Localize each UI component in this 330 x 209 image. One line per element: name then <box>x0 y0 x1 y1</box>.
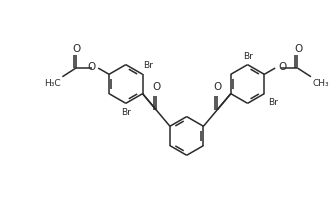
Text: Br: Br <box>244 52 253 61</box>
Text: O: O <box>213 82 221 92</box>
Text: Br: Br <box>121 108 131 117</box>
Text: Br: Br <box>268 98 278 107</box>
Text: O: O <box>294 43 303 54</box>
Text: CH₃: CH₃ <box>313 79 330 88</box>
Text: H₃C: H₃C <box>44 79 60 88</box>
Text: Br: Br <box>144 61 153 70</box>
Text: O: O <box>73 43 81 54</box>
Text: O: O <box>152 82 160 92</box>
Text: O: O <box>278 62 286 72</box>
Text: O: O <box>87 62 95 72</box>
